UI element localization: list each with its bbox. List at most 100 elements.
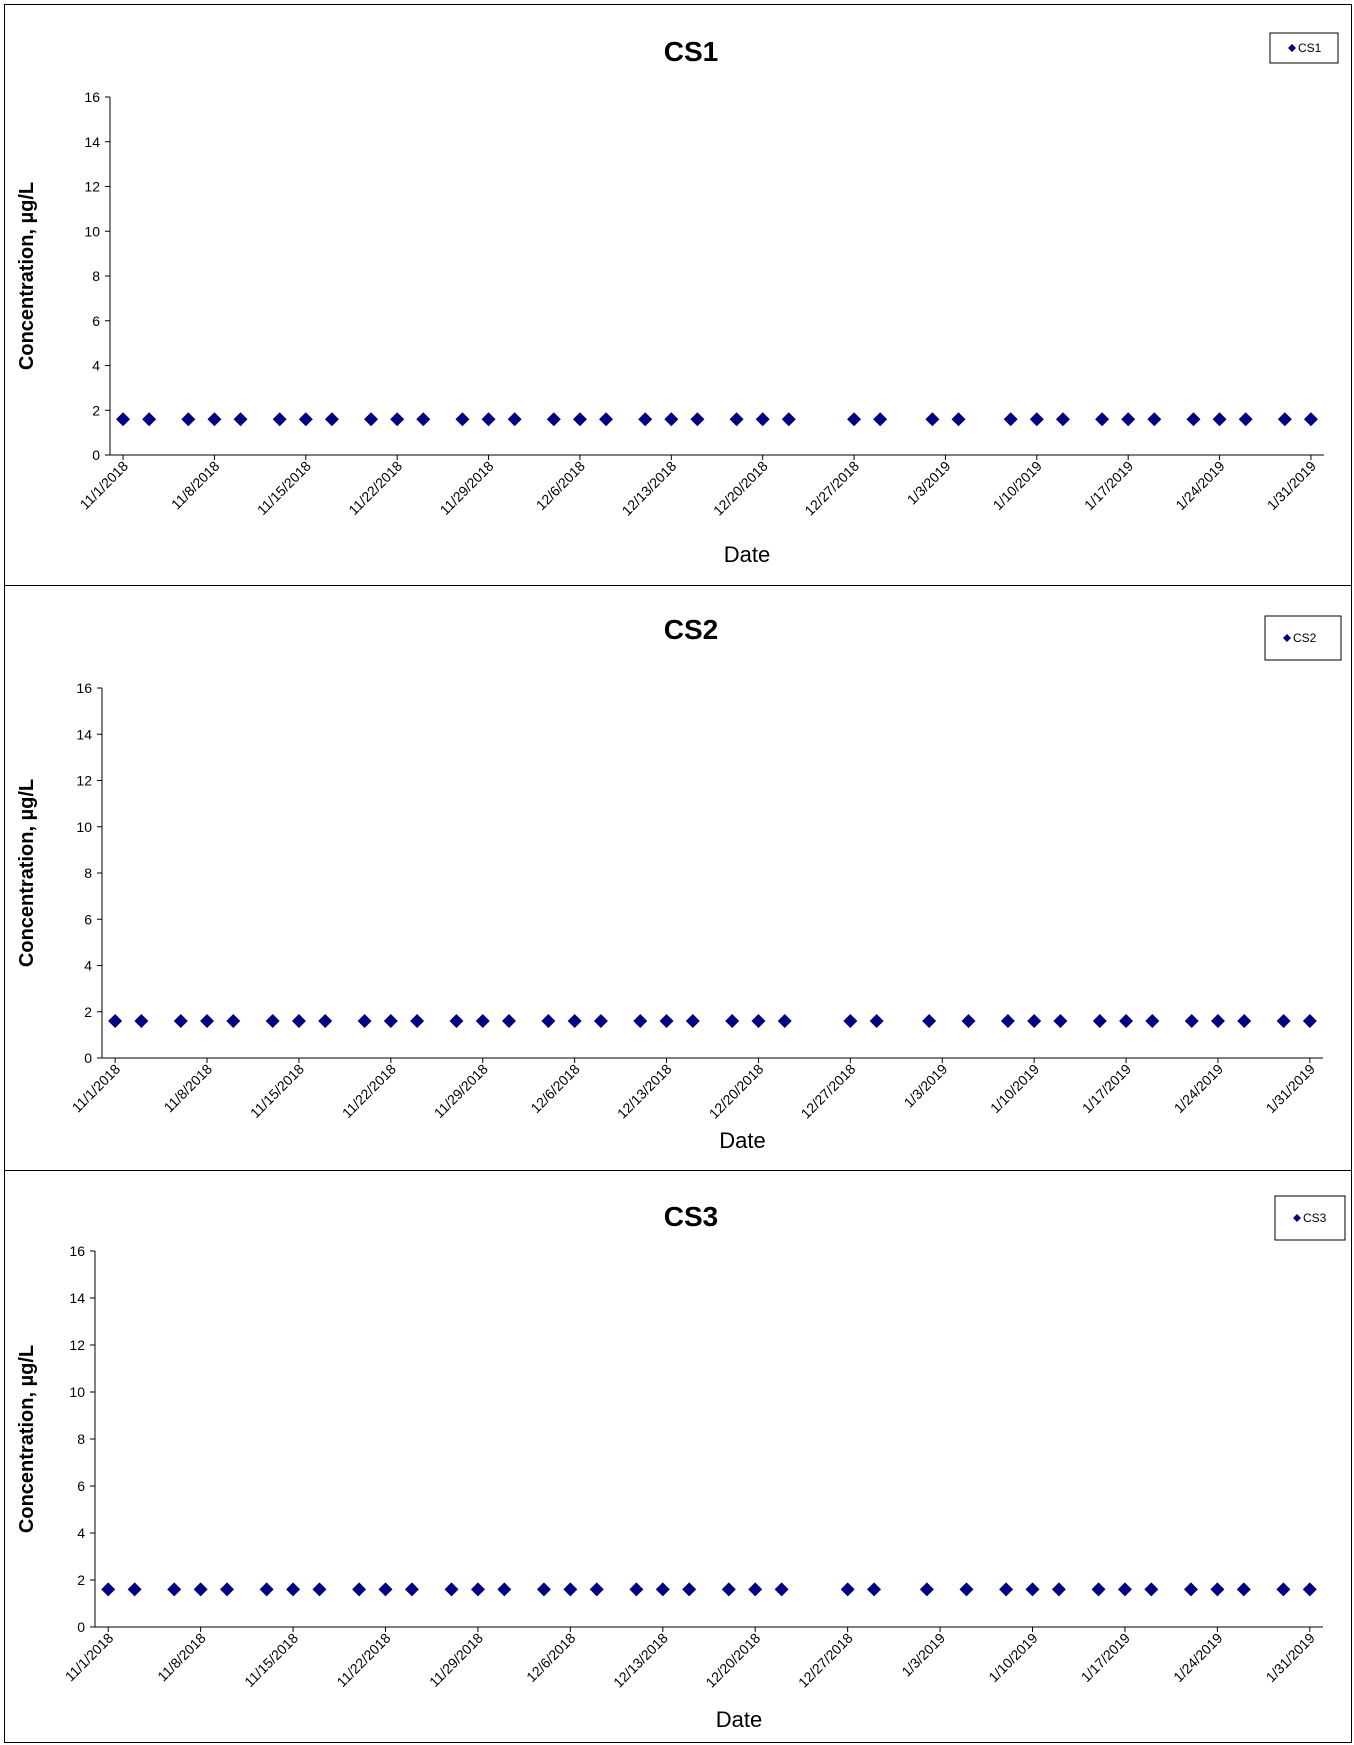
data-point-1 (1055, 412, 1070, 427)
y-tick-label-3: 10 (69, 1384, 85, 1400)
data-point-1 (116, 412, 131, 427)
y-tick-label-1: 0 (92, 447, 100, 463)
data-point-3 (1117, 1582, 1132, 1597)
data-point-2 (475, 1014, 490, 1028)
data-point-2 (777, 1014, 792, 1028)
data-point-1 (364, 412, 379, 427)
y-tick-label-3: 2 (77, 1572, 85, 1588)
x-tick-label-2: 1/3/2019 (901, 1061, 951, 1111)
data-point-2 (1276, 1014, 1291, 1028)
data-point-2 (200, 1014, 215, 1028)
y-tick-label-1: 6 (92, 313, 100, 329)
x-tick-label-2: 1/17/2019 (1079, 1061, 1135, 1117)
data-point-1 (755, 412, 770, 427)
legend-label-3: CS3 (1303, 1211, 1327, 1225)
data-point-1 (1277, 412, 1292, 427)
data-point-2 (1145, 1014, 1160, 1028)
y-tick-label-1: 10 (84, 223, 100, 239)
y-tick-label-3: 8 (77, 1431, 85, 1447)
data-point-2 (226, 1014, 241, 1028)
x-tick-label-1: 1/3/2019 (904, 458, 954, 508)
data-point-1 (181, 412, 196, 427)
y-tick-label-1: 4 (92, 358, 100, 374)
data-point-3 (404, 1582, 419, 1597)
y-axis-label-2: Concentration, µg/L (16, 779, 38, 967)
data-point-1 (572, 412, 587, 427)
y-tick-label-3: 4 (77, 1525, 85, 1541)
data-point-2 (357, 1014, 372, 1028)
data-point-1 (507, 412, 522, 427)
data-point-2 (922, 1014, 937, 1028)
data-point-3 (1276, 1582, 1291, 1597)
data-point-1 (233, 412, 248, 427)
x-tick-label-3: 1/31/2019 (1263, 1630, 1319, 1686)
chart-cs1: CS1 CS1 0 2 4 6 8 10 12 14 16 11/1/2018 11/8/2018 11/… (16, 32, 1339, 567)
data-point-2 (1053, 1014, 1068, 1028)
data-point-2 (502, 1014, 516, 1028)
data-point-2 (318, 1014, 333, 1028)
x-tick-label-1: 11/8/2018 (168, 458, 223, 513)
data-point-2 (449, 1014, 464, 1028)
data-point-3 (721, 1582, 736, 1597)
y-tick-label-2: 2 (84, 1004, 92, 1020)
data-point-2 (843, 1014, 858, 1028)
data-point-1 (546, 412, 561, 427)
y-tick-label-2: 14 (76, 726, 92, 742)
x-tick-label-3: 11/15/2018 (241, 1630, 301, 1690)
data-point-1 (481, 412, 496, 427)
x-tick-label-1: 1/10/2019 (990, 458, 1046, 514)
data-point-2 (1092, 1014, 1107, 1028)
data-point-3 (167, 1582, 182, 1597)
y-tick-label-3: 12 (69, 1337, 85, 1353)
y-tick-label-1: 14 (84, 134, 100, 150)
x-tick-label-1: 1/17/2019 (1081, 458, 1137, 514)
y-axis-label-3: Concentration, µg/L (16, 1345, 38, 1533)
data-point-3 (352, 1582, 367, 1597)
data-point-3 (959, 1582, 974, 1597)
data-point-1 (1303, 412, 1318, 427)
x-tick-label-2: 11/8/2018 (161, 1061, 216, 1116)
data-point-3 (867, 1582, 882, 1597)
data-point-3 (563, 1582, 578, 1597)
chart-title-2: CS2 (664, 614, 718, 645)
x-tick-label-1: 12/6/2018 (533, 458, 589, 514)
x-tick-label-1: 11/22/2018 (345, 458, 405, 518)
data-point-3 (193, 1582, 208, 1597)
y-tick-label-2: 8 (84, 865, 92, 881)
x-tick-label-2: 12/27/2018 (798, 1061, 859, 1122)
x-tick-label-1: 11/15/2018 (254, 458, 314, 518)
data-point-1 (1029, 412, 1044, 427)
x-tick-label-2: 11/15/2018 (247, 1061, 307, 1121)
x-tick-label-3: 11/8/2018 (154, 1630, 209, 1685)
x-tick-label-1: 11/29/2018 (437, 458, 497, 518)
chart-cs3: CS3 CS3 0 2 4 6 8 10 12 14 16 11/1/2018 11/8/2018 11/… (16, 1195, 1346, 1732)
y-tick-label-1: 8 (92, 268, 100, 284)
x-tick-label-1: 12/20/2018 (710, 458, 771, 519)
data-point-1 (390, 412, 405, 427)
data-point-1 (781, 412, 796, 427)
chart-title-1: CS1 (664, 36, 718, 67)
x-tick-label-3: 12/27/2018 (795, 1630, 856, 1691)
legend-marker-2 (1283, 634, 1291, 642)
data-point-1 (1186, 412, 1201, 427)
data-point-3 (1183, 1582, 1198, 1597)
data-point-2 (961, 1014, 976, 1028)
data-point-2 (1210, 1014, 1225, 1028)
data-point-3 (1025, 1582, 1040, 1597)
x-tick-label-1: 12/13/2018 (619, 458, 680, 519)
legend-label-2: CS2 (1293, 631, 1317, 645)
legend-box-2 (1264, 615, 1342, 661)
y-tick-label-2: 0 (84, 1050, 92, 1066)
data-point-3 (682, 1582, 697, 1597)
data-point-2 (134, 1014, 149, 1028)
data-point-3 (101, 1582, 116, 1597)
data-point-1 (847, 412, 862, 427)
data-point-1 (298, 412, 313, 427)
data-point-3 (312, 1582, 327, 1597)
data-point-3 (1051, 1582, 1066, 1597)
data-point-2 (1027, 1014, 1042, 1028)
data-point-2 (751, 1014, 766, 1028)
x-tick-label-2: 12/13/2018 (614, 1061, 675, 1122)
x-tick-label-1: 1/31/2019 (1264, 458, 1320, 514)
y-tick-label-1: 16 (84, 89, 100, 105)
